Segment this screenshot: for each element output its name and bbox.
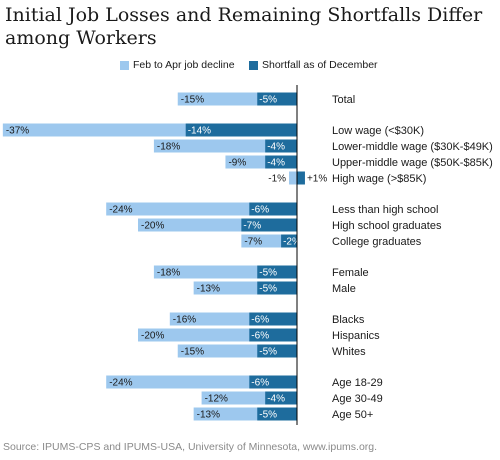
bar-shortfall — [257, 92, 297, 106]
data-label-decline: -37% — [6, 126, 29, 137]
category-label: Total — [332, 94, 355, 106]
category-label: Lower-middle wage ($30K-$49K) — [332, 141, 493, 153]
data-label-shortfall: -4% — [267, 142, 285, 153]
bar-shortfall — [249, 202, 297, 216]
data-label-decline: -18% — [157, 142, 180, 153]
category-label: Male — [332, 283, 356, 295]
legend-item-shortfall: Shortfall as of December — [249, 59, 378, 71]
data-label-shortfall: -6% — [251, 378, 269, 389]
bar-decline — [289, 171, 297, 185]
data-label-decline: -24% — [109, 378, 132, 389]
data-label-shortfall: -2% — [283, 237, 301, 248]
legend-swatch-shortfall — [249, 60, 258, 70]
chart-title: Initial Job Losses and Remaining Shortfa… — [5, 4, 483, 49]
data-label-shortfall: +1% — [307, 174, 327, 185]
bar-shortfall — [265, 155, 297, 169]
category-label: Upper-middle wage ($50K-$85K) — [332, 157, 493, 169]
data-label-shortfall: -5% — [259, 284, 277, 295]
bar-shortfall — [185, 123, 297, 137]
data-label-shortfall: -5% — [259, 95, 277, 106]
legend-swatch-decline — [120, 60, 129, 70]
data-label-decline: -1% — [268, 174, 286, 185]
data-label-shortfall: -14% — [188, 126, 211, 137]
bar-shortfall — [249, 328, 297, 342]
legend-label-decline: Feb to Apr job decline — [133, 59, 235, 71]
bar-shortfall — [257, 407, 297, 421]
data-label-decline: -9% — [228, 158, 246, 169]
data-label-shortfall: -6% — [251, 205, 269, 216]
category-label: Blacks — [332, 314, 365, 326]
data-label-decline: -24% — [109, 205, 132, 216]
bar-shortfall — [265, 139, 297, 153]
bar-shortfall — [249, 375, 297, 389]
category-label: High wage (>$85K) — [332, 173, 426, 185]
bar-shortfall — [241, 218, 297, 232]
bar-shortfall — [281, 234, 297, 248]
data-label-shortfall: -5% — [259, 347, 277, 358]
category-label: Age 30-49 — [332, 393, 383, 405]
data-label-decline: -13% — [197, 284, 220, 295]
bar-chart: -15% -5% Total -37% -14% Low wage (<$30K) -18%… — [2, 85, 493, 425]
legend: Feb to Apr job decline Shortfall as of D… — [0, 59, 500, 73]
data-label-shortfall: -7% — [243, 221, 261, 232]
category-label: Female — [332, 267, 369, 279]
data-label-shortfall: -6% — [251, 315, 269, 326]
data-label-decline: -7% — [244, 237, 262, 248]
category-label: Hispanics — [332, 330, 380, 342]
legend-item-decline: Feb to Apr job decline — [120, 59, 235, 71]
data-label-decline: -15% — [181, 95, 204, 106]
bar-decline — [153, 139, 297, 153]
data-label-shortfall: -5% — [259, 410, 277, 421]
bar-shortfall — [257, 344, 297, 358]
bar-shortfall — [297, 171, 305, 185]
data-label-decline: -13% — [197, 410, 220, 421]
data-label-shortfall: -6% — [251, 331, 269, 342]
category-label: College graduates — [332, 236, 422, 248]
data-label-decline: -16% — [173, 315, 196, 326]
category-label: Low wage (<$30K) — [332, 125, 424, 137]
data-label-decline: -12% — [205, 394, 228, 405]
bar-shortfall — [265, 391, 297, 405]
source-note: Source: IPUMS-CPS and IPUMS-USA, Univers… — [3, 441, 378, 453]
bar-shortfall — [257, 281, 297, 295]
category-label: Age 18-29 — [332, 377, 383, 389]
legend-label-shortfall: Shortfall as of December — [262, 59, 378, 71]
category-label: Age 50+ — [332, 409, 373, 421]
data-label-shortfall: -5% — [259, 268, 277, 279]
data-label-decline: -20% — [141, 221, 164, 232]
category-label: Less than high school — [332, 204, 438, 216]
bar-shortfall — [257, 265, 297, 279]
bar-shortfall — [249, 312, 297, 326]
data-label-shortfall: -4% — [267, 158, 285, 169]
category-label: High school graduates — [332, 220, 442, 232]
category-label: Whites — [332, 346, 366, 358]
data-label-shortfall: -4% — [267, 394, 285, 405]
data-label-decline: -18% — [157, 268, 180, 279]
data-label-decline: -20% — [141, 331, 164, 342]
data-label-decline: -15% — [181, 347, 204, 358]
